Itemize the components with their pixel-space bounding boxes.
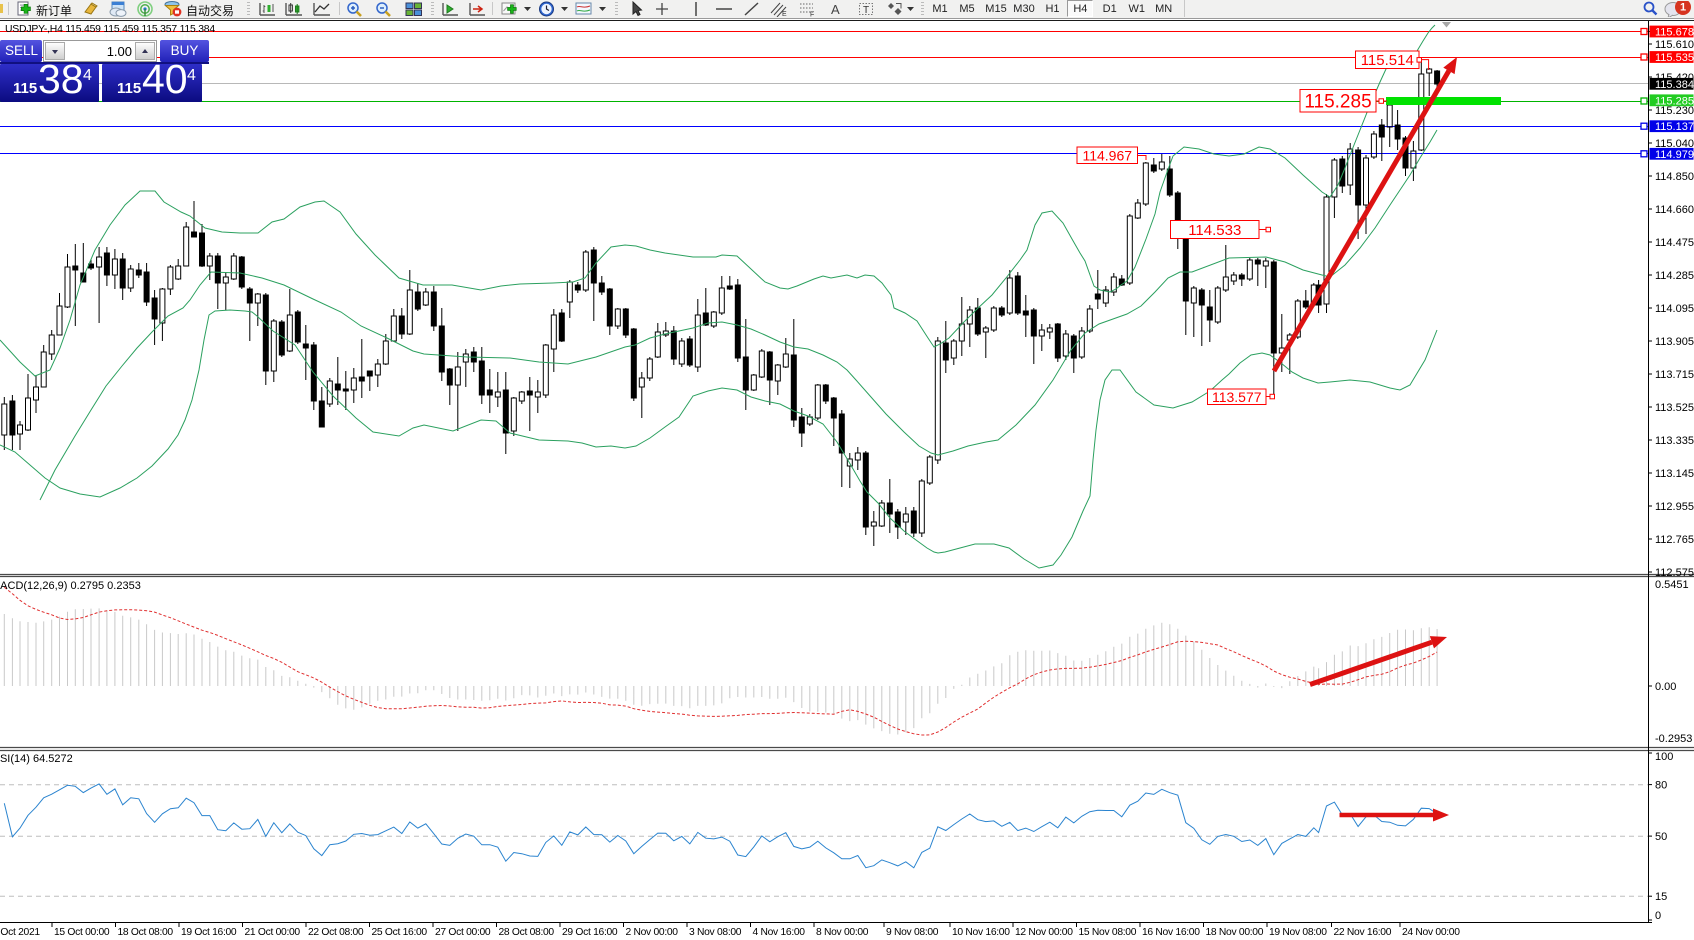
svg-text:25 Oct 16:00: 25 Oct 16:00 (372, 927, 428, 938)
svg-text:0: 0 (1655, 910, 1661, 922)
svg-text:RSI(14) 64.5272: RSI(14) 64.5272 (0, 753, 73, 765)
svg-text:115.384: 115.384 (1655, 79, 1694, 91)
svg-text:22 Nov 16:00: 22 Nov 16:00 (1334, 927, 1392, 938)
svg-text:E: E (782, 11, 787, 17)
svg-text:15: 15 (1655, 891, 1667, 903)
svg-text:115.040: 115.040 (1655, 138, 1694, 150)
svg-text:115.285: 115.285 (1655, 95, 1694, 107)
svg-text:115.230: 115.230 (1655, 105, 1694, 117)
svg-text:18 Oct 08:00: 18 Oct 08:00 (118, 927, 174, 938)
svg-text:115.610: 115.610 (1655, 39, 1694, 51)
svg-text:114.285: 114.285 (1655, 270, 1694, 282)
svg-text:50: 50 (1655, 831, 1667, 843)
svg-text:115.137: 115.137 (1655, 121, 1694, 133)
svg-text:115.535: 115.535 (1655, 52, 1694, 64)
svg-text:0.00: 0.00 (1655, 681, 1676, 693)
svg-text:8 Nov 00:00: 8 Nov 00:00 (816, 927, 869, 938)
svg-text:16 Nov 16:00: 16 Nov 16:00 (1142, 927, 1200, 938)
svg-text:15 Nov 08:00: 15 Nov 08:00 (1079, 927, 1137, 938)
svg-text:115.678: 115.678 (1655, 27, 1694, 39)
svg-text:24 Nov 00:00: 24 Nov 00:00 (1402, 927, 1460, 938)
svg-text:2 Nov 00:00: 2 Nov 00:00 (626, 927, 679, 938)
svg-text:114.095: 114.095 (1655, 303, 1694, 315)
svg-text:28 Oct 08:00: 28 Oct 08:00 (499, 927, 555, 938)
svg-text:19 Nov 08:00: 19 Nov 08:00 (1269, 927, 1327, 938)
svg-text:112.955: 112.955 (1655, 501, 1694, 513)
svg-text:114.533: 114.533 (1188, 222, 1241, 239)
svg-text:14 Oct 2021: 14 Oct 2021 (0, 927, 40, 938)
svg-text:21 Oct 00:00: 21 Oct 00:00 (245, 927, 301, 938)
svg-text:12 Nov 00:00: 12 Nov 00:00 (1015, 927, 1073, 938)
svg-text:15 Oct 00:00: 15 Oct 00:00 (54, 927, 110, 938)
svg-text:22 Oct 08:00: 22 Oct 08:00 (308, 927, 364, 938)
svg-text:114.850: 114.850 (1655, 171, 1694, 183)
svg-text:MACD(12,26,9) 0.2795 0.2353: MACD(12,26,9) 0.2795 0.2353 (0, 580, 141, 592)
svg-text:115.514: 115.514 (1361, 52, 1414, 69)
svg-text:114.967: 114.967 (1082, 147, 1132, 163)
svg-text:10 Nov 16:00: 10 Nov 16:00 (952, 927, 1010, 938)
svg-text:1: 1 (1680, 2, 1686, 14)
svg-text:113.905: 113.905 (1655, 336, 1694, 348)
svg-text:27 Oct 00:00: 27 Oct 00:00 (435, 927, 491, 938)
svg-text:114.475: 114.475 (1655, 237, 1694, 249)
svg-text:-0.2953: -0.2953 (1655, 733, 1692, 745)
svg-text:100: 100 (1655, 751, 1673, 763)
svg-text:80: 80 (1655, 780, 1667, 792)
svg-text:112.765: 112.765 (1655, 534, 1694, 546)
svg-text:114.979: 114.979 (1655, 149, 1694, 161)
svg-text:9 Nov 08:00: 9 Nov 08:00 (886, 927, 939, 938)
svg-text:115.285: 115.285 (1304, 92, 1371, 113)
svg-text:19 Oct 16:00: 19 Oct 16:00 (181, 927, 237, 938)
svg-text:4 Nov 16:00: 4 Nov 16:00 (753, 927, 806, 938)
svg-text:F: F (810, 12, 814, 18)
svg-text:112.575: 112.575 (1655, 567, 1694, 579)
svg-text:113.525: 113.525 (1655, 402, 1694, 414)
svg-text:113.145: 113.145 (1655, 468, 1694, 480)
svg-text:T: T (863, 5, 869, 16)
svg-text:114.660: 114.660 (1655, 204, 1694, 216)
svg-text:113.335: 113.335 (1655, 435, 1694, 447)
svg-text:0.5451: 0.5451 (1655, 579, 1689, 591)
svg-text:3 Nov 08:00: 3 Nov 08:00 (689, 927, 742, 938)
svg-text:29 Oct 16:00: 29 Oct 16:00 (562, 927, 618, 938)
svg-text:USDJPY-,H4 115.459 115.459 11: USDJPY-,H4 115.459 115.459 115.357 115.3… (5, 24, 215, 35)
svg-text:18 Nov 00:00: 18 Nov 00:00 (1206, 927, 1264, 938)
svg-text:113.577: 113.577 (1212, 389, 1262, 405)
svg-text:113.715: 113.715 (1655, 369, 1694, 381)
